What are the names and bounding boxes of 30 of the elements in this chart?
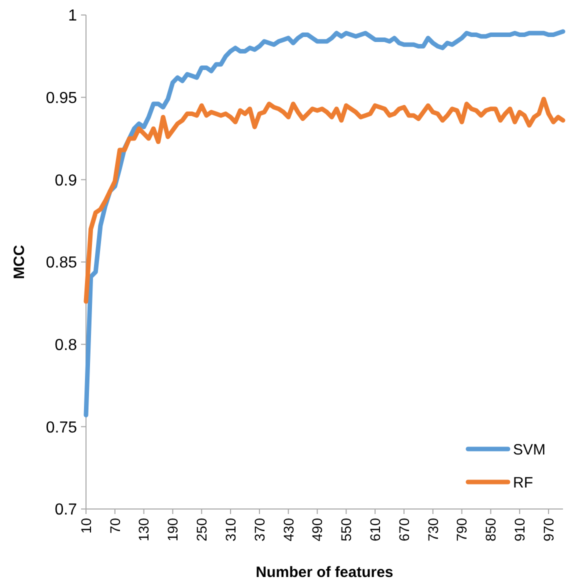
x-axis-title: Number of features (256, 564, 394, 581)
x-tick-label: 70 (106, 518, 123, 534)
legend-label: SVM (513, 441, 546, 458)
x-tick-label: 190 (164, 518, 181, 542)
x-tick-label: 430 (280, 518, 296, 542)
x-tick-label: 970 (540, 518, 556, 542)
y-axis-title: MCC (11, 244, 28, 280)
x-tick-label: 670 (396, 518, 412, 542)
x-tick-label: 310 (222, 518, 238, 542)
x-tick-label: 130 (136, 518, 152, 542)
x-tick-label: 910 (512, 518, 528, 542)
y-tick-label: 0.95 (46, 90, 78, 107)
y-tick-label: 0.75 (46, 419, 78, 436)
y-tick-label: 0.8 (54, 336, 78, 354)
x-tick-label: 550 (338, 518, 354, 542)
x-tick-label: 370 (251, 518, 268, 542)
x-tick-label: 850 (482, 518, 499, 542)
legend-label: RF (513, 474, 533, 492)
x-tick-label: 610 (366, 518, 383, 542)
x-tick-label: 10 (78, 518, 94, 534)
y-tick-label: 0.7 (54, 502, 78, 519)
y-tick-label: 0.9 (54, 172, 78, 190)
x-tick-label: 790 (454, 518, 470, 542)
line-series (84, 96, 566, 304)
x-tick-label: 250 (194, 518, 210, 542)
y-tick-label: 1 (68, 8, 78, 25)
y-tick-label: 0.85 (46, 254, 78, 272)
x-tick-label: 490 (309, 518, 326, 542)
x-tick-label: 730 (424, 518, 441, 542)
line-series (84, 29, 566, 418)
